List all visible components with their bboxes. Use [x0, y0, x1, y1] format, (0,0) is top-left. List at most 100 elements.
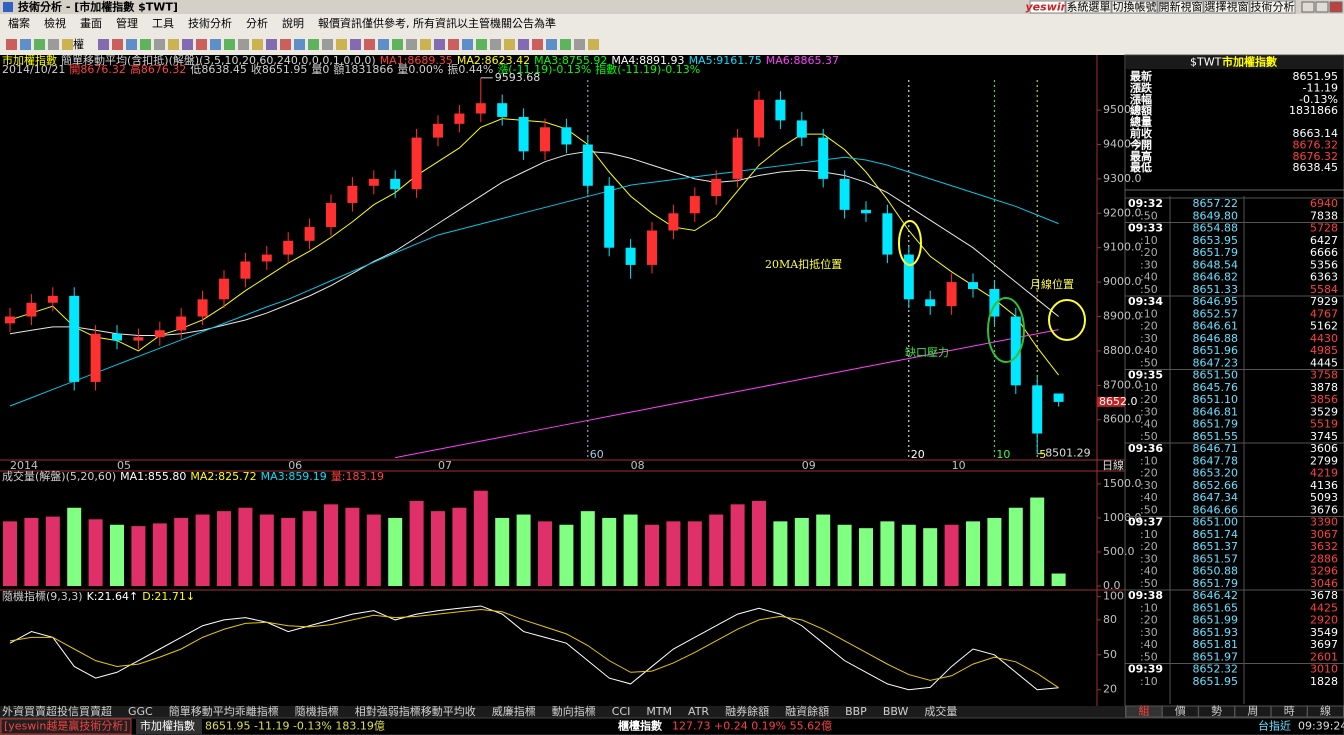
candle-body [176, 316, 187, 331]
panel-tab-label[interactable]: 組 [1139, 705, 1150, 718]
indicator-tab[interactable]: 隨機指標 [295, 704, 339, 718]
toolbar-icon[interactable] [6, 39, 17, 50]
toolbar-icon[interactable] [490, 39, 501, 50]
toolbar-icon[interactable] [560, 39, 571, 50]
toolbar-icon[interactable] [406, 39, 417, 50]
window-button[interactable] [1203, 0, 1250, 14]
menu-item[interactable]: 檔案 [8, 16, 30, 30]
window-button[interactable] [1111, 0, 1158, 14]
volume-bar [45, 516, 60, 586]
toolbar-icon[interactable] [20, 39, 31, 50]
toolbar-icon[interactable] [574, 39, 585, 50]
indicator-tab[interactable]: MTM [646, 705, 672, 718]
window-control[interactable] [1315, 1, 1329, 13]
indicator-tab[interactable]: CCI [612, 705, 631, 718]
menu-item[interactable]: 分析 [246, 16, 268, 30]
toolbar-icon[interactable] [62, 39, 73, 50]
candle-body [625, 247, 636, 265]
tick-price: 8651.79 [1193, 418, 1239, 431]
indicator-tab[interactable]: 簡單移動平均乖離指標 [169, 704, 279, 718]
panel-tab-label[interactable]: 時 [1284, 705, 1295, 718]
menu-item[interactable]: 技術分析 [188, 16, 232, 30]
toolbar-icon[interactable] [420, 39, 431, 50]
toolbar-icon[interactable] [322, 39, 333, 50]
volume-bar [602, 517, 617, 586]
toolbar-icon[interactable] [252, 39, 263, 50]
toolbar-icon[interactable] [154, 39, 165, 50]
y-tick-label: 8600.0 [1103, 413, 1142, 426]
toolbar-icon[interactable] [434, 39, 445, 50]
toolbar-icon[interactable] [350, 39, 361, 50]
toolbar-icon[interactable] [140, 39, 151, 50]
indicator-tab[interactable]: 融資餘額 [785, 704, 829, 718]
toolbar-icon[interactable] [462, 39, 473, 50]
tick-time: 09:34 [1128, 295, 1163, 308]
indicator-tab[interactable]: 融券餘額 [725, 704, 769, 718]
window-button-label[interactable]: 開新視窗 [1159, 0, 1203, 14]
indicator-tab[interactable]: 動向指標 [552, 704, 596, 718]
window-button-label[interactable]: 切換帳號 [1113, 0, 1157, 14]
toolbar-icon[interactable] [532, 39, 543, 50]
info-text: 指數(-11.19)-0.13% [595, 62, 700, 76]
toolbar-icon[interactable] [476, 39, 487, 50]
menu-item[interactable]: 畫面 [80, 16, 102, 30]
toolbar-label[interactable]: 權 [73, 38, 84, 51]
toolbar-icon[interactable] [546, 39, 557, 50]
toolbar-icon[interactable] [364, 39, 375, 50]
window-control[interactable] [1301, 1, 1315, 13]
info-text: 低8638.45 [190, 62, 247, 76]
toolbar-icon[interactable] [48, 39, 59, 50]
menu-item[interactable]: 說明 [282, 17, 304, 30]
toolbar-icon[interactable] [392, 39, 403, 50]
toolbar-icon[interactable] [448, 39, 459, 50]
volume-bar [281, 517, 296, 586]
toolbar-icon[interactable] [336, 39, 347, 50]
toolbar-icon[interactable] [168, 39, 179, 50]
menu-item[interactable]: 工具 [152, 17, 174, 30]
menu-item[interactable]: 管理 [116, 16, 138, 30]
panel-tab-label[interactable]: 價 [1175, 704, 1186, 718]
toolbar-icon[interactable] [224, 39, 235, 50]
indicator-tab[interactable]: ATR [688, 705, 709, 718]
toolbar-icon[interactable] [34, 39, 45, 50]
window-button[interactable] [1249, 0, 1296, 14]
toolbar-icon[interactable] [196, 39, 207, 50]
menu-item[interactable]: 檢視 [44, 16, 66, 30]
indicator-tab[interactable]: 威廉指標 [492, 704, 536, 718]
toolbar-icon[interactable] [238, 39, 249, 50]
toolbar-icon[interactable] [308, 39, 319, 50]
toolbar-icon[interactable] [98, 39, 109, 50]
toolbar-icon[interactable] [182, 39, 193, 50]
info-text: 量0 [311, 63, 329, 76]
toolbar-icon[interactable] [280, 39, 291, 50]
status-futures[interactable]: 台指近 [1258, 719, 1291, 733]
indicator-tab[interactable]: 外資買賣超投信買賣超 [2, 704, 112, 718]
quote-label: 今開 [1129, 137, 1152, 151]
indicator-tab[interactable]: GGC [128, 705, 153, 718]
toolbar-icon[interactable] [378, 39, 389, 50]
tick-volume: 3856 [1310, 393, 1338, 406]
indicator-tab[interactable]: BBW [883, 705, 909, 718]
toolbar-icon[interactable] [588, 39, 599, 50]
toolbar-icon[interactable] [112, 39, 123, 50]
indicator-tab[interactable]: 成交量 [924, 704, 957, 718]
window-button[interactable] [1065, 0, 1112, 14]
panel-tab-label[interactable]: 勢 [1211, 704, 1222, 718]
toolbar-icon[interactable] [266, 39, 277, 50]
panel-tab-label[interactable]: 周 [1247, 705, 1258, 718]
indicator-tab[interactable]: BBP [845, 705, 867, 718]
toolbar-icon[interactable] [294, 39, 305, 50]
toolbar-icon[interactable] [210, 39, 221, 50]
window-button[interactable] [1157, 0, 1204, 14]
window-button-label[interactable]: 系統選單 [1067, 0, 1111, 14]
window-button-label[interactable]: 技術分析 [1251, 0, 1295, 14]
toolbar-icon[interactable] [126, 39, 137, 50]
panel-tab-label[interactable]: 線 [1320, 704, 1331, 718]
window-control[interactable] [1329, 1, 1343, 13]
toolbar-icon[interactable] [518, 39, 529, 50]
indicator-tab[interactable]: 相對強弱指標移動平均收 [355, 704, 476, 718]
price-tag-label: 8652.0 [1099, 395, 1138, 408]
toolbar-icon[interactable] [504, 39, 515, 50]
window-button-label[interactable]: 選擇視窗 [1205, 0, 1249, 14]
